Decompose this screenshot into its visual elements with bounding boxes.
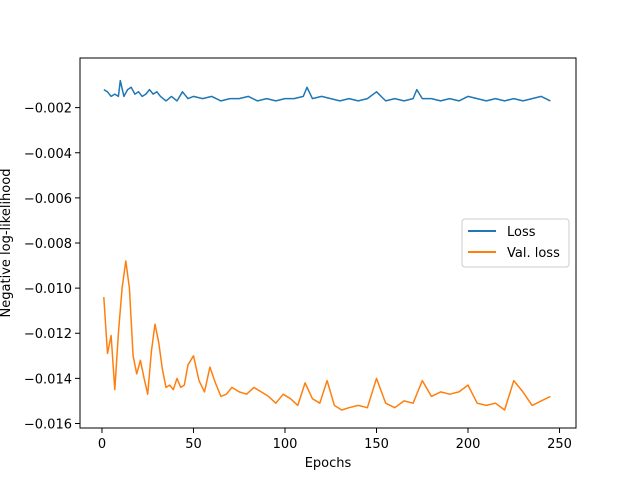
series-layer xyxy=(103,79,551,411)
x-tick-label: 50 xyxy=(185,437,202,452)
x-axis-ticks: 0 50 100 150 200 250 xyxy=(98,428,572,452)
x-axis-label: Epochs xyxy=(305,456,352,471)
legend: Loss Val. loss xyxy=(461,218,570,268)
y-tick-label: −0.002 xyxy=(24,102,72,117)
y-tick-label: −0.016 xyxy=(24,417,72,432)
x-tick-label: 100 xyxy=(273,437,298,452)
x-tick-label: 250 xyxy=(547,437,572,452)
y-tick-label: −0.006 xyxy=(24,192,72,207)
legend-label-loss: Loss xyxy=(507,225,536,240)
plot-frame xyxy=(79,57,577,429)
x-tick-label: 200 xyxy=(456,437,481,452)
y-axis-ticks: −0.002 −0.004 −0.006 −0.008 −0.010 −0.012 −0.0… xyxy=(24,102,80,432)
series-line-loss xyxy=(103,79,551,102)
y-tick-label: −0.014 xyxy=(24,372,72,387)
x-tick-label: 0 xyxy=(98,437,106,452)
y-tick-label: −0.012 xyxy=(24,327,72,342)
x-tick-label: 150 xyxy=(364,437,389,452)
y-tick-label: −0.010 xyxy=(24,282,72,297)
series-line-val-loss xyxy=(103,260,551,411)
legend-label-val-loss: Val. loss xyxy=(507,246,560,261)
y-tick-label: −0.008 xyxy=(24,237,72,252)
y-tick-label: −0.004 xyxy=(24,147,72,162)
y-axis-label: Negative log-likelihood xyxy=(0,169,14,318)
